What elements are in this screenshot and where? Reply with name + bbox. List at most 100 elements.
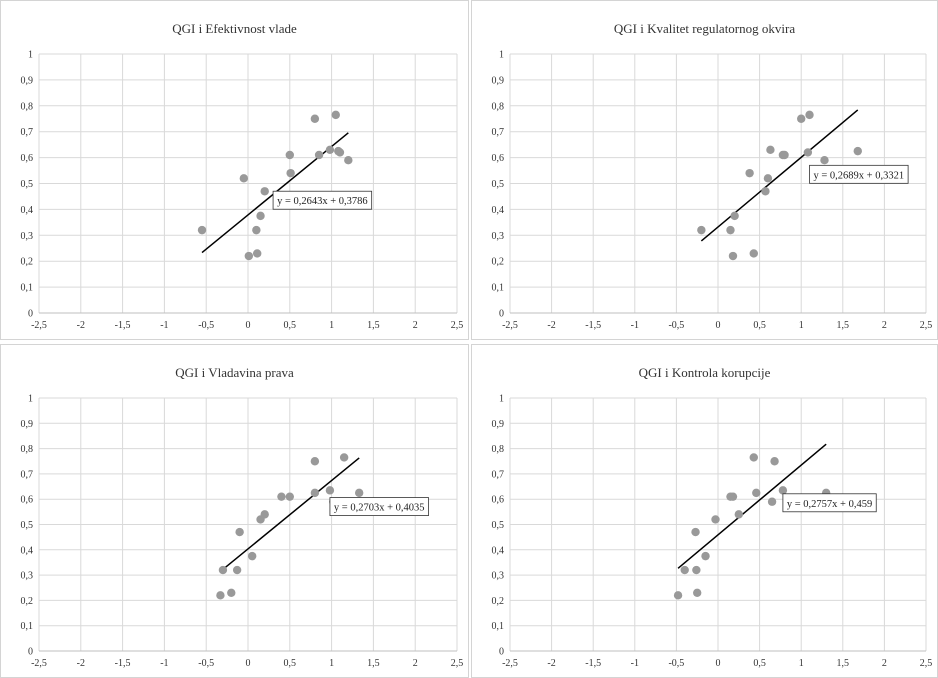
y-tick-label: 0,1 xyxy=(492,283,505,294)
equation-box xyxy=(329,497,429,516)
equation-box xyxy=(272,190,373,210)
chart-svg: QGI i Vladavina prava -2,5 -2 -1,5 -1 -0,5 0 0,… xyxy=(21,365,464,669)
data-point xyxy=(310,114,320,123)
chart-title: QGI i Kontrola korupcije xyxy=(639,365,771,380)
x-tick-label: 0 xyxy=(716,658,721,669)
data-point xyxy=(693,588,702,598)
data-point xyxy=(680,565,689,575)
y-tick-label: 0,4 xyxy=(21,205,34,216)
data-point xyxy=(252,249,262,258)
y-tick-label: 0,1 xyxy=(492,621,505,632)
equation-text: y = 0,2703x + 0,4035 xyxy=(334,503,425,514)
data-point xyxy=(232,565,242,575)
y-tick-label: 0,5 xyxy=(21,179,34,190)
x-tick-label: -1 xyxy=(160,320,168,331)
data-point xyxy=(761,187,770,196)
x-tick-label: -1 xyxy=(631,658,639,669)
data-point xyxy=(734,510,743,519)
x-tick-label: 0 xyxy=(246,320,251,331)
chart-panel-kvalitet-regulatornog-okvira: QGI i Kvalitet regulatornog okvira -2,5 -2… xyxy=(471,0,938,340)
data-point xyxy=(239,174,249,183)
data-point xyxy=(314,150,324,160)
x-tick-label: -1,5 xyxy=(115,320,131,331)
data-point xyxy=(235,527,244,537)
x-tick-label: -1 xyxy=(631,320,639,331)
y-tick-label: 0 xyxy=(499,647,504,658)
x-tick-label: 1 xyxy=(329,320,334,331)
data-point xyxy=(797,114,806,123)
equation-box xyxy=(809,164,909,184)
chart-title: QGI i Efektivnost vlade xyxy=(172,21,297,36)
y-tick-label: 0,7 xyxy=(492,127,505,138)
y-tick-label: 0,9 xyxy=(21,75,34,86)
x-tick-label: 1,5 xyxy=(367,658,380,669)
data-point xyxy=(711,515,720,524)
data-point xyxy=(745,168,754,178)
data-point xyxy=(325,145,335,155)
y-tick-label: 0,6 xyxy=(492,153,505,164)
x-tick-label: 0 xyxy=(246,658,251,669)
x-tick-label: -2 xyxy=(547,320,555,331)
y-tick-label: 0,8 xyxy=(21,101,34,112)
x-tick-label: 0 xyxy=(716,320,721,331)
x-tick-label: 1 xyxy=(329,658,334,669)
y-tick-label: 0,4 xyxy=(492,545,505,556)
x-tick-label: 1,5 xyxy=(837,320,850,331)
x-tick-label: -2,5 xyxy=(502,320,518,331)
x-tick-label: 2 xyxy=(413,320,418,331)
trendline-equation: y = 0,2757x + 0,459 xyxy=(782,493,877,513)
y-tick-label: 0,6 xyxy=(492,495,505,506)
y-tick-label: 0,9 xyxy=(492,419,505,430)
y-tick-label: 0,8 xyxy=(21,444,34,455)
data-point xyxy=(749,453,758,462)
trendline-equation: y = 0,2643x + 0,3786 xyxy=(272,190,373,210)
y-tick-label: 0,1 xyxy=(21,283,34,294)
y-tick-label: 0,3 xyxy=(492,571,505,582)
y-tick-label: 0,5 xyxy=(492,520,505,531)
chart-panel-efektivnost-vlade: QGI i Efektivnost vlade -2,5 -2 -1,5 -1 -0,5 0… xyxy=(0,0,469,340)
data-point xyxy=(247,551,257,561)
data-point xyxy=(752,488,761,498)
data-point xyxy=(277,492,286,501)
data-point xyxy=(853,146,862,156)
x-tick-label: 1,5 xyxy=(367,320,380,331)
data-point xyxy=(286,168,295,178)
y-tick-label: 0,6 xyxy=(21,495,34,506)
data-point xyxy=(767,497,777,506)
trendline xyxy=(700,109,859,242)
data-point xyxy=(285,492,294,501)
data-point xyxy=(354,488,364,498)
y-tick-label: 0,3 xyxy=(21,571,34,582)
data-point xyxy=(335,148,345,157)
y-tick-label: 1 xyxy=(499,50,504,61)
y-tick-label: 0 xyxy=(28,309,33,320)
x-tick-label: 0,5 xyxy=(753,658,766,669)
y-tick-label: 0,4 xyxy=(21,545,34,556)
data-point xyxy=(701,551,710,561)
data-point xyxy=(728,251,738,261)
data-point xyxy=(325,486,335,495)
x-tick-label: 2 xyxy=(882,658,887,669)
trendline-equation: y = 0,2689x + 0,3321 xyxy=(809,164,909,184)
data-point xyxy=(244,251,254,261)
y-tick-label: 0,2 xyxy=(492,596,505,607)
data-point xyxy=(285,150,294,160)
equation-text: y = 0,2643x + 0,3786 xyxy=(277,196,368,207)
y-tick-label: 0,5 xyxy=(21,520,34,531)
x-tick-label: -1,5 xyxy=(585,320,601,331)
data-point xyxy=(227,588,236,598)
data-point xyxy=(728,492,738,501)
chart-title: QGI i Vladavina prava xyxy=(175,365,294,380)
data-point xyxy=(256,211,265,221)
y-tick-label: 0,8 xyxy=(492,101,505,112)
data-point xyxy=(344,155,353,165)
x-tick-label: 0,5 xyxy=(284,320,297,331)
equation-text: y = 0,2689x + 0,3321 xyxy=(814,170,905,181)
y-tick-label: 0,9 xyxy=(492,75,505,86)
y-tick-label: 0,3 xyxy=(492,231,505,242)
trendline xyxy=(219,457,360,573)
x-tick-label: -2,5 xyxy=(31,320,47,331)
data-point xyxy=(260,187,269,196)
y-tick-label: 1 xyxy=(28,394,33,405)
equation-text: y = 0,2757x + 0,459 xyxy=(787,499,872,510)
